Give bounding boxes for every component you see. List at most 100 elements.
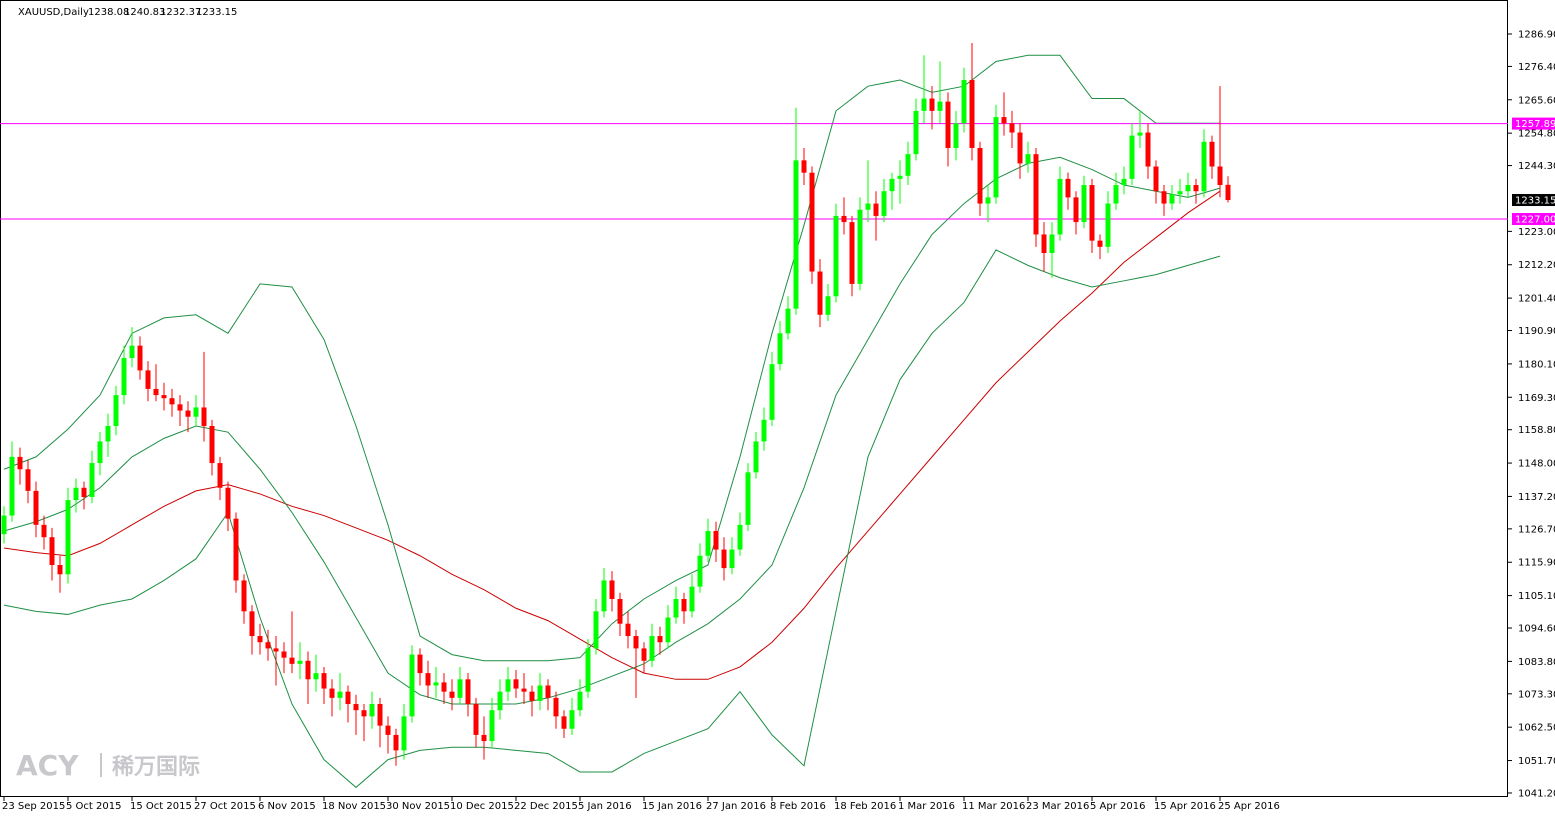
candle-body bbox=[41, 524, 47, 538]
candle-body bbox=[1201, 141, 1207, 192]
candle-body bbox=[1153, 166, 1159, 192]
candle-body bbox=[1225, 184, 1231, 201]
candle-body bbox=[801, 160, 807, 173]
candle-body bbox=[361, 710, 367, 717]
x-tick-label: 15 Oct 2015 bbox=[130, 801, 192, 812]
candle-body bbox=[825, 296, 831, 315]
y-tick-label: 1169.30 bbox=[1518, 393, 1555, 404]
indicator-line bbox=[3, 54, 1220, 662]
header-close: 1233.15 bbox=[196, 7, 237, 18]
x-tick-label: 1 Mar 2016 bbox=[898, 801, 955, 812]
candle-body bbox=[145, 370, 151, 389]
candle-body bbox=[529, 691, 535, 701]
indicator-line bbox=[3, 190, 1221, 680]
candle-body bbox=[1001, 117, 1007, 124]
y-tick-label: 1062.50 bbox=[1518, 723, 1555, 734]
y-tick-label: 1190.90 bbox=[1518, 326, 1555, 337]
x-tick-label: 23 Sep 2015 bbox=[2, 801, 65, 812]
y-tick-label: 1051.70 bbox=[1518, 756, 1555, 767]
candle-body bbox=[969, 80, 975, 148]
candle-body bbox=[777, 333, 783, 365]
candle-body bbox=[289, 657, 295, 664]
candle-body bbox=[561, 716, 567, 729]
candle-body bbox=[257, 636, 263, 643]
candle-body bbox=[49, 537, 55, 566]
candle-body bbox=[641, 648, 647, 661]
candle-body bbox=[1073, 197, 1079, 223]
candle-body bbox=[985, 197, 991, 204]
candle-body bbox=[337, 691, 343, 698]
indicator-line bbox=[3, 249, 1221, 789]
candle-body bbox=[1145, 132, 1151, 167]
y-tick-label: 1286.90 bbox=[1518, 29, 1555, 40]
candle-body bbox=[313, 673, 319, 680]
candle-body bbox=[481, 734, 487, 742]
candle-body bbox=[449, 691, 455, 698]
candle-body bbox=[441, 682, 447, 692]
candle-body bbox=[353, 704, 359, 711]
candle-body bbox=[689, 586, 695, 612]
candle-body bbox=[193, 407, 199, 417]
candle-body bbox=[9, 456, 15, 516]
candle-body bbox=[105, 425, 111, 442]
candle-body bbox=[921, 98, 927, 111]
candle-body bbox=[545, 685, 551, 698]
candle-body bbox=[625, 623, 631, 637]
candle-body bbox=[417, 654, 423, 674]
candle-body bbox=[897, 175, 903, 179]
candle-body bbox=[1017, 132, 1023, 164]
candle-body bbox=[97, 441, 103, 464]
x-tick-label: 5 Oct 2015 bbox=[66, 801, 121, 812]
candle-body bbox=[409, 654, 415, 717]
candle-body bbox=[33, 490, 39, 525]
candle-body bbox=[617, 598, 623, 624]
candle-body bbox=[305, 660, 311, 680]
y-tick-label: 1244.30 bbox=[1518, 161, 1555, 172]
candle-body bbox=[769, 364, 775, 420]
candle-body bbox=[673, 598, 679, 618]
candle-body bbox=[977, 147, 983, 204]
candle-body bbox=[425, 673, 431, 686]
candle-body bbox=[1129, 135, 1135, 179]
candle-body bbox=[793, 160, 799, 309]
x-tick-label: 8 Feb 2016 bbox=[770, 801, 826, 812]
candle-body bbox=[249, 611, 255, 637]
candle-body bbox=[785, 308, 791, 334]
candle-body bbox=[721, 549, 727, 569]
x-tick-label: 10 Dec 2015 bbox=[450, 801, 514, 812]
y-tick-label: 1180.10 bbox=[1518, 359, 1555, 370]
candle-body bbox=[993, 117, 999, 198]
candle-body bbox=[601, 580, 607, 612]
candle-body bbox=[73, 487, 79, 501]
candle-body bbox=[401, 716, 407, 751]
candle-body bbox=[1169, 194, 1175, 204]
candle-body bbox=[1065, 178, 1071, 198]
candle-body bbox=[737, 524, 743, 550]
candle-body bbox=[217, 463, 223, 488]
candle-body bbox=[1025, 154, 1031, 164]
candle-body bbox=[713, 531, 719, 550]
candle-body bbox=[865, 203, 871, 210]
x-tick-label: 23 Mar 2016 bbox=[1026, 801, 1089, 812]
candle-body bbox=[585, 648, 591, 692]
candle-body bbox=[209, 425, 215, 464]
candle-body bbox=[593, 611, 599, 649]
candle-body bbox=[185, 410, 191, 417]
last-price-label: 1233.15 bbox=[1515, 196, 1555, 207]
candle-body bbox=[945, 101, 951, 148]
candle-body bbox=[129, 345, 135, 359]
candle-body bbox=[889, 178, 895, 192]
candle-body bbox=[137, 345, 143, 371]
candle-body bbox=[1041, 234, 1047, 254]
candle-body bbox=[81, 487, 87, 498]
candle-body bbox=[1009, 123, 1015, 133]
candle-body bbox=[1209, 141, 1215, 167]
candle-body bbox=[649, 636, 655, 661]
candle-body bbox=[937, 101, 943, 111]
price-label-bg bbox=[1512, 213, 1555, 226]
candle-body bbox=[833, 215, 839, 297]
candle-body bbox=[905, 154, 911, 176]
candle-body bbox=[745, 472, 751, 525]
symbol: XAUUSD,Daily bbox=[18, 7, 89, 18]
